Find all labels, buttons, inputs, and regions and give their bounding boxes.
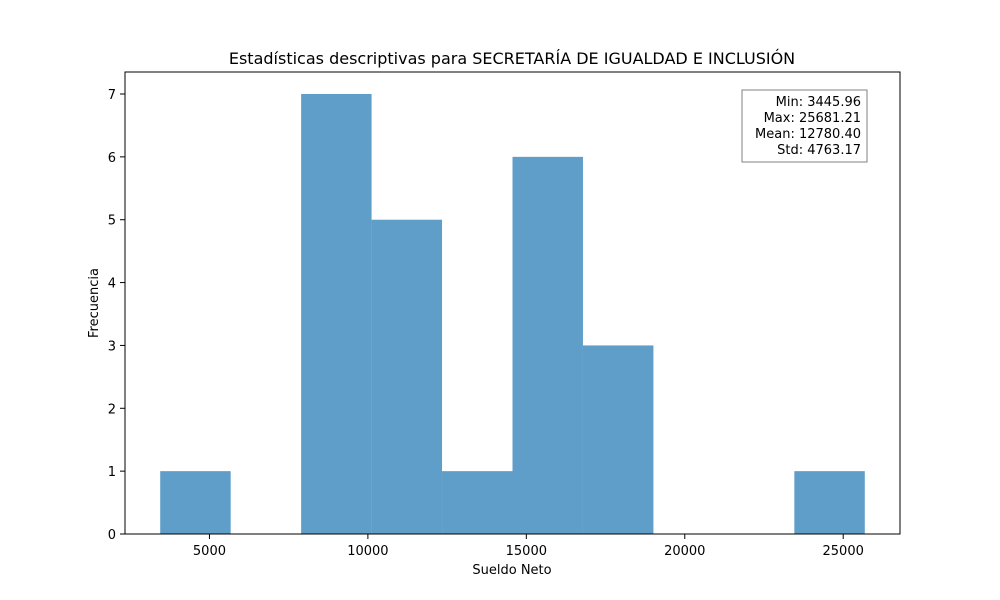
histogram-bar-6 <box>582 345 654 534</box>
histogram-bar-9 <box>794 471 865 534</box>
chart-title: Estadísticas descriptivas para SECRETARÍ… <box>229 49 795 68</box>
y-axis-label: Frecuencia <box>87 268 102 338</box>
histogram-bar-2 <box>301 94 372 534</box>
x-axis-ticks: 5000 10000 15000 20000 25000 <box>193 534 864 559</box>
histogram-bar-3 <box>371 219 443 534</box>
x-tick-label-2: 15000 <box>506 544 547 559</box>
x-axis-label: Sueldo Neto <box>472 563 551 578</box>
y-tick-label-1: 1 <box>108 465 116 480</box>
stats-box: Min: 3445.96 Max: 25681.21 Mean: 12780.4… <box>741 89 868 163</box>
stats-mean: Mean: 12780.40 <box>755 127 861 142</box>
y-tick-label-2: 2 <box>108 402 116 417</box>
y-tick-label-6: 6 <box>108 151 116 166</box>
stats-std: Std: 4763.17 <box>777 143 861 158</box>
x-tick-label-4: 25000 <box>823 544 864 559</box>
histogram-bar-5 <box>512 156 583 534</box>
histogram-bar-0 <box>160 471 231 534</box>
x-tick-label-1: 10000 <box>347 544 388 559</box>
y-axis-ticks: 0 1 2 3 4 5 6 7 <box>108 88 125 543</box>
stats-max: Max: 25681.21 <box>764 111 861 126</box>
x-tick-label-0: 5000 <box>193 544 226 559</box>
y-tick-label-0: 0 <box>108 528 116 543</box>
bars-group <box>160 94 865 534</box>
histogram-bar-4 <box>442 471 513 534</box>
plot-frame <box>124 71 901 535</box>
stats-box-frame <box>741 89 868 163</box>
y-tick-label-7: 7 <box>108 88 116 103</box>
y-tick-label-5: 5 <box>108 214 116 229</box>
y-tick-label-4: 4 <box>108 277 116 292</box>
stats-min: Min: 3445.96 <box>776 95 861 110</box>
x-tick-label-3: 20000 <box>664 544 705 559</box>
y-tick-label-3: 3 <box>108 339 116 354</box>
